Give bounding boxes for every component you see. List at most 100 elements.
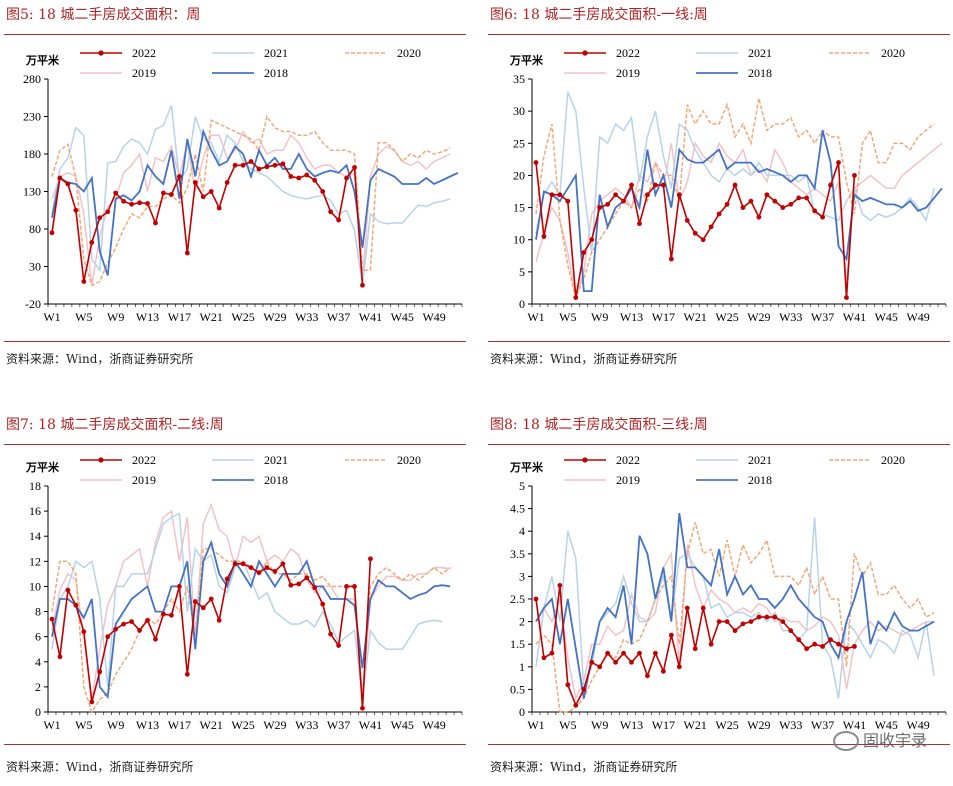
x-tick-label: W33 (779, 718, 802, 732)
x-tick-label: W45 (391, 718, 414, 732)
x-tick-label: W21 (684, 310, 707, 324)
legend-marker-2022 (582, 457, 588, 463)
legend-label-2019: 2019 (132, 473, 156, 487)
data-point-2022 (565, 682, 571, 688)
x-tick-label: W1 (43, 310, 60, 324)
data-point-2022 (724, 619, 730, 624)
data-point-2022 (820, 214, 825, 220)
x-tick-label: W37 (327, 718, 350, 732)
data-point-2022 (812, 208, 818, 214)
x-tick-label: W13 (620, 718, 643, 732)
data-point-2022 (208, 189, 214, 194)
legend-label-2020: 2020 (397, 453, 421, 467)
legend-label-2020: 2020 (397, 46, 421, 60)
data-point-2022 (57, 654, 63, 660)
x-tick-label: W29 (263, 310, 286, 324)
y-tick-label: 80 (29, 222, 41, 236)
data-point-2022 (129, 619, 134, 624)
data-point-2022 (145, 201, 150, 206)
data-point-2022 (549, 650, 555, 656)
data-point-2022 (129, 201, 134, 207)
figure-title: 图7: 18 城二手房成交面积-二线:周 (6, 417, 224, 433)
legend-label-2021: 2021 (264, 453, 288, 467)
series-line-2019 (51, 129, 451, 286)
y-tick-label: 2 (519, 615, 525, 629)
source-note: 资料来源：Wind，浙商证券研究所 (6, 352, 194, 366)
series-line-2020 (51, 548, 451, 714)
data-point-2022 (216, 205, 222, 211)
source-rule (4, 744, 466, 745)
y-tick-label: 18 (29, 479, 41, 493)
data-point-2022 (653, 650, 658, 656)
series-line-2018 (535, 130, 943, 293)
data-point-2022 (105, 209, 111, 215)
data-point-2022 (97, 215, 103, 221)
data-point-2022 (105, 634, 111, 640)
data-point-2022 (740, 205, 746, 210)
data-point-2022 (224, 180, 230, 185)
legend-label-2018: 2018 (264, 66, 288, 80)
source-rule (4, 341, 466, 342)
data-point-2022 (344, 175, 349, 181)
y-tick-label: 130 (23, 185, 41, 199)
series-line-2018 (535, 512, 935, 699)
x-tick-label: W41 (843, 718, 866, 732)
x-tick-label: W9 (591, 718, 608, 732)
data-point-2022 (352, 584, 357, 589)
data-point-2022 (541, 655, 547, 661)
y-tick-label: 1.5 (510, 637, 525, 651)
data-point-2022 (780, 619, 786, 624)
source-rule (488, 341, 950, 342)
source-note: 资料来源：Wind，浙商证券研究所 (6, 760, 194, 774)
x-tick-label: W25 (231, 310, 254, 324)
series-line-2020 (535, 98, 935, 300)
data-point-2022 (248, 159, 254, 164)
y-tick-label: 10 (513, 233, 525, 247)
chart-panel-4: 图8: 18 城二手房成交面积-三线:周 0 0.5 1 1.5 2 2.5 3 3.5 4 4.… (484, 414, 953, 786)
legend-label-2018: 2018 (748, 66, 772, 80)
series-line-2021 (535, 91, 935, 253)
x-tick-label: W37 (327, 310, 350, 324)
x-tick-label: W21 (684, 718, 707, 732)
x-tick-label: W1 (43, 718, 60, 732)
y-tick-label: 10 (29, 579, 41, 593)
data-point-2022 (660, 182, 666, 188)
data-point-2022 (184, 250, 190, 256)
data-point-2022 (533, 596, 539, 602)
data-point-2022 (676, 192, 682, 198)
data-point-2022 (208, 596, 214, 602)
data-point-2022 (772, 198, 778, 204)
data-point-2022 (176, 584, 182, 589)
line-chart: 0 5 10 15 20 25 30 35 W1 W5 W9 W13 W17 W21 W25 W29 W33 W3… (509, 46, 947, 324)
data-point-2022 (708, 224, 714, 230)
series-line-2021 (535, 517, 935, 699)
data-point-2022 (605, 201, 611, 207)
data-point-2022 (97, 669, 103, 675)
data-point-2022 (764, 192, 770, 198)
data-point-2022 (684, 218, 690, 223)
data-point-2022 (161, 190, 166, 196)
series-line-2018 (51, 539, 451, 700)
data-point-2022 (804, 195, 810, 201)
data-point-2022 (153, 636, 158, 642)
y-tick-label: 16 (29, 504, 41, 518)
legend-label-2020: 2020 (881, 46, 905, 60)
data-point-2022 (852, 644, 857, 649)
data-point-2022 (557, 192, 563, 198)
data-point-2022 (828, 637, 833, 643)
data-point-2022 (581, 687, 587, 692)
y-tick-label: 6 (35, 630, 41, 644)
data-point-2022 (232, 561, 238, 567)
data-point-2022 (589, 659, 595, 665)
title-rule (4, 34, 466, 35)
data-point-2022 (344, 584, 349, 589)
data-point-2022 (200, 194, 206, 200)
data-point-2022 (732, 182, 738, 188)
data-point-2022 (668, 632, 674, 638)
y-tick-label: 5 (519, 265, 525, 279)
chart-panel-2: 图6: 18 城二手房成交面积-一线:周 0 5 10 15 20 25 30 35 W1 W5 W… (484, 4, 953, 376)
data-point-2022 (272, 162, 278, 168)
data-point-2022 (137, 200, 142, 206)
x-tick-label: W37 (811, 718, 834, 732)
unit-label: 万平米 (25, 53, 60, 67)
